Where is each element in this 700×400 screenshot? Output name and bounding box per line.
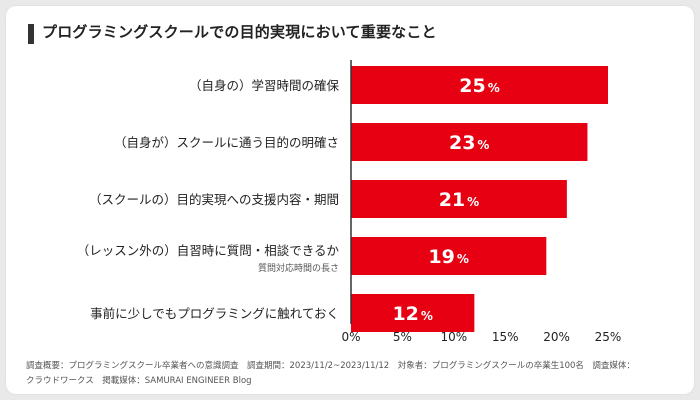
x-tick-label-4: 15%	[492, 330, 519, 344]
x-tick-label-2: 5%	[393, 330, 412, 344]
value-label-5: 12%	[392, 303, 432, 325]
x-tick-label-1: 0%	[341, 330, 360, 344]
category-label-1: （自身の）学習時間の確保	[189, 78, 340, 93]
category-label-3: （スクールの）目的実現への支援内容・期間	[89, 192, 339, 207]
category-label-4: （レッスン外の）自習時に質問・相談できるか	[77, 243, 340, 258]
chart-title: プログラミングスクールでの目的実現において重要なこと	[42, 23, 437, 41]
footnote: 調査概要：プログラミングスクール卒業者への意識調査 調査期間：2023/11/2…	[26, 359, 678, 389]
footnote-line-1: 調査概要：プログラミングスクール卒業者への意識調査 調査期間：2023/11/2…	[26, 361, 635, 371]
category-note-4: 質問対応時間の長さ	[258, 262, 339, 274]
value-label-2: 23%	[449, 132, 489, 154]
value-label-4: 19%	[428, 246, 468, 268]
bar-5	[351, 294, 475, 332]
bar-2	[351, 123, 588, 161]
title-accent-bar	[28, 24, 34, 44]
bar-4	[351, 237, 547, 275]
category-label-2: （自身が）スクールに通う目的の明確さ	[114, 135, 339, 150]
x-tick-label-6: 25%	[595, 330, 622, 344]
bar-1	[351, 66, 608, 104]
x-tick-label-5: 20%	[543, 330, 570, 344]
value-label-3: 21%	[439, 189, 479, 211]
category-label-5: 事前に少しでもプログラミングに触れておく	[90, 306, 339, 321]
footnote-line-2: クラウドワークス 掲載媒体：SAMURAI ENGINEER Blog	[26, 376, 252, 386]
x-tick-label-3: 10%	[440, 330, 467, 344]
bar-3	[351, 180, 567, 218]
value-label-1: 25%	[459, 75, 499, 97]
